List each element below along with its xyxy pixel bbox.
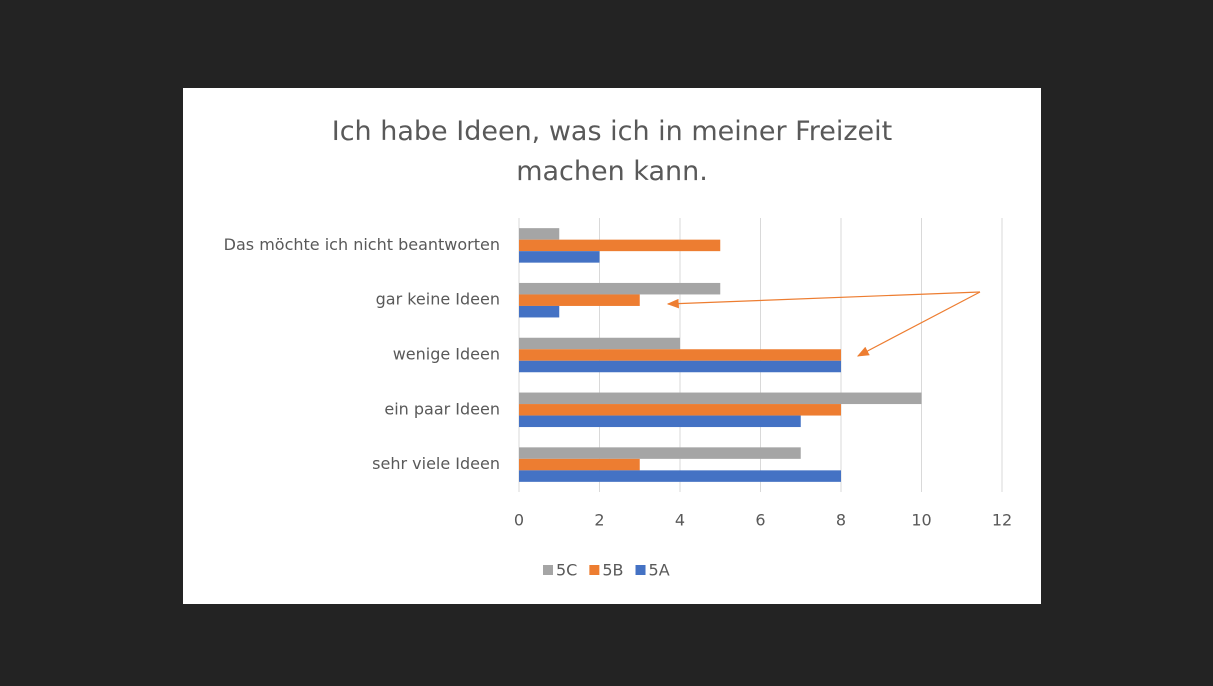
bar <box>519 228 560 240</box>
bar <box>519 251 600 263</box>
x-tick-label: 8 <box>836 511 846 530</box>
bar <box>519 415 801 428</box>
x-tick-label: 0 <box>514 511 524 530</box>
bar <box>519 470 841 482</box>
annotation-arrow <box>856 291 981 357</box>
y-tick-label: sehr viele Ideen <box>372 454 500 473</box>
bar <box>519 305 560 318</box>
legend-swatch <box>589 565 600 575</box>
legend-label: 5A <box>649 561 670 580</box>
y-tick-label: Das möchte ich nicht beantworten <box>224 235 500 254</box>
x-tick-label: 4 <box>675 511 685 530</box>
x-tick-label: 12 <box>992 511 1012 530</box>
bar <box>519 282 721 295</box>
bar <box>519 404 841 416</box>
bar <box>519 458 640 471</box>
y-tick-label: ein paar Ideen <box>384 399 500 418</box>
legend-swatch <box>543 565 553 575</box>
y-tick-label: gar keine Ideen <box>376 290 500 309</box>
bar <box>519 239 721 252</box>
legend-label: 5B <box>602 561 623 580</box>
bar <box>519 360 841 373</box>
legend-label: 5C <box>556 561 577 580</box>
chart-title: Ich habe Ideen, was ich in meiner Freize… <box>331 116 893 187</box>
y-tick-label: wenige Ideen <box>393 345 500 364</box>
annotation-arrow <box>666 291 981 309</box>
x-tick-label: 6 <box>755 511 765 530</box>
bar <box>519 294 640 306</box>
x-tick-label: 2 <box>594 511 604 530</box>
x-tick-label: 10 <box>911 511 931 530</box>
bar <box>519 349 841 361</box>
bar <box>519 447 801 459</box>
legend-swatch <box>635 565 646 575</box>
bar <box>519 392 922 405</box>
bar <box>519 337 680 350</box>
